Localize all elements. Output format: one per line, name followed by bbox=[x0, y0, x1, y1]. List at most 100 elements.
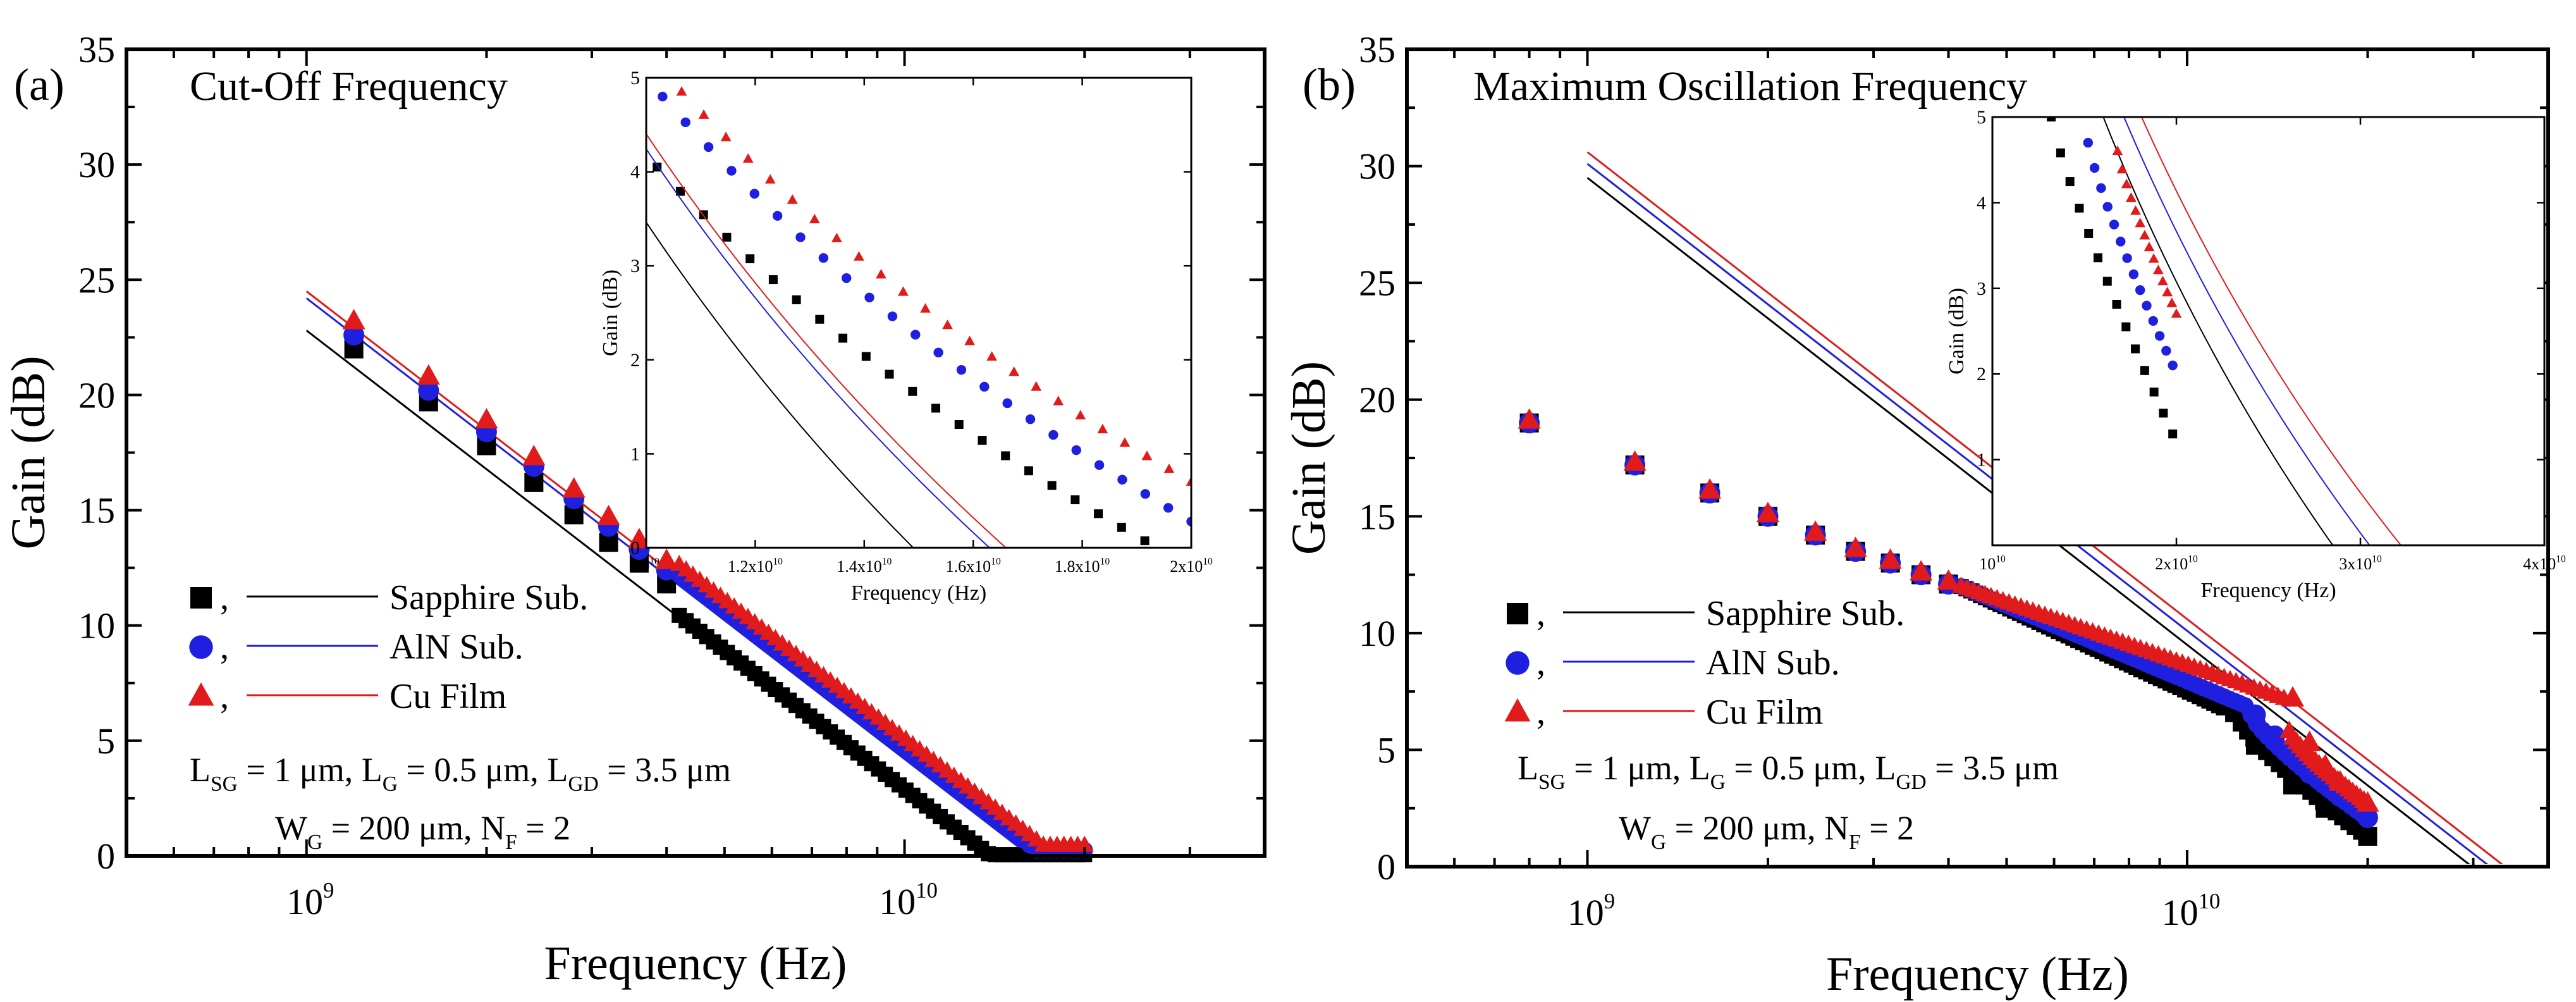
inset-x-tick-label-base: 10 bbox=[2355, 555, 2372, 573]
annotation-width-part-5: = 2 bbox=[1861, 809, 1914, 847]
inset-data-point bbox=[2096, 183, 2106, 194]
legend-label: Sapphire Sub. bbox=[1706, 594, 1904, 633]
y-tick-label: 5 bbox=[1377, 729, 1395, 770]
panel-title: Maximum Oscillation Frequency bbox=[1473, 63, 2027, 109]
data-point bbox=[342, 309, 365, 330]
inset-data-point bbox=[887, 311, 898, 321]
inset-data-point bbox=[1070, 495, 1080, 505]
inset-data-point bbox=[2168, 360, 2178, 371]
x-tick-label-exponent: 10 bbox=[916, 878, 938, 903]
inset-data-point bbox=[2121, 178, 2132, 189]
inset-data-point bbox=[2152, 264, 2164, 275]
inset-data-point bbox=[876, 269, 886, 279]
data-point bbox=[1879, 548, 1902, 569]
inset-x-tick-label: 1.4x1010 bbox=[837, 556, 892, 576]
inset-data-point bbox=[2139, 230, 2150, 240]
legend-marker bbox=[188, 682, 214, 706]
annotation-geometry-part-1: SG bbox=[211, 772, 238, 796]
inset-data-point bbox=[720, 132, 732, 142]
y-tick-label: 20 bbox=[78, 374, 115, 416]
data-point bbox=[1757, 502, 1780, 523]
inset-data-point bbox=[1009, 366, 1020, 376]
annotation-width-part-2: = 200 μm, bbox=[322, 809, 481, 847]
inset-x-tick-label-exponent: 10 bbox=[1996, 554, 2006, 564]
data-point bbox=[1844, 536, 1867, 557]
inset-data-point bbox=[885, 369, 894, 379]
inset-x-tick-label-base: 10 bbox=[1186, 557, 1203, 576]
data-point bbox=[475, 408, 498, 429]
inset-frame bbox=[645, 77, 1193, 549]
legend-label: Sapphire Sub. bbox=[389, 578, 588, 617]
inset-data-point bbox=[931, 404, 940, 413]
inset-x-tick-label-exponent: 10 bbox=[991, 556, 1001, 567]
inset-x-tick-label-mantissa: 1.4x bbox=[837, 557, 866, 576]
x-tick-label-exponent: 10 bbox=[2199, 889, 2221, 913]
y-tick-label: 10 bbox=[78, 605, 115, 646]
inset-data-point bbox=[1140, 536, 1150, 545]
y-tick-label: 15 bbox=[78, 490, 115, 531]
inset-frame bbox=[1991, 116, 2546, 547]
inset-data-point bbox=[1071, 445, 1081, 455]
inset-x-tick-label-exponent: 10 bbox=[1100, 556, 1110, 567]
inset-data-point bbox=[2135, 218, 2146, 228]
inset-data-point bbox=[2149, 387, 2159, 397]
inset-y-tick-label: 3 bbox=[1977, 278, 1986, 299]
inset-data-point bbox=[2131, 344, 2140, 354]
inset-fit-line bbox=[646, 221, 914, 548]
inset-data-point bbox=[742, 153, 754, 163]
inset-x-tick-label: 1.8x1010 bbox=[1055, 556, 1110, 576]
annotation-geometry-part-3: L bbox=[1690, 749, 1710, 787]
inset-data-point bbox=[1031, 381, 1042, 391]
y-tick-label: 0 bbox=[1377, 846, 1395, 888]
y-tick-label: 35 bbox=[1359, 29, 1395, 70]
inset-background bbox=[1992, 117, 2544, 545]
legend: , Sapphire Sub., AlN Sub., Cu Film bbox=[1504, 594, 1904, 732]
inset-data-point bbox=[2109, 220, 2119, 230]
inset-x-tick-label-base: 10 bbox=[1979, 555, 1996, 573]
inset-data-point bbox=[1075, 409, 1086, 420]
inset-data-point bbox=[2065, 177, 2075, 187]
inset-fit-line bbox=[2123, 117, 2371, 545]
annotation-geometry: LSG = 1 μm, LG = 0.5 μm, LGD = 3.5 μm bbox=[1518, 749, 2059, 794]
inset-data-point bbox=[2162, 287, 2173, 297]
annotation-geometry-part-5: = 0.5 μm, bbox=[398, 751, 547, 789]
inset-x-tick-label: 1.6x1010 bbox=[946, 556, 1001, 576]
inset-y-tick-label: 1 bbox=[1977, 450, 1986, 471]
inset-data-point bbox=[676, 86, 687, 96]
x-tick-label-exponent: 9 bbox=[323, 878, 334, 903]
annotation-width-part-5: = 2 bbox=[517, 809, 570, 847]
inset-data-point bbox=[2089, 163, 2100, 173]
inset-data-point bbox=[864, 292, 874, 302]
inset-data-point bbox=[815, 314, 825, 324]
legend-separator: , bbox=[1536, 594, 1545, 633]
data-point bbox=[655, 548, 678, 569]
inset-x-axis-label: Frequency (Hz) bbox=[2200, 579, 2336, 602]
x-tick-label: 1010 bbox=[2162, 889, 2221, 933]
y-tick-label: 0 bbox=[97, 836, 115, 877]
annotation-width-part-1: G bbox=[1651, 831, 1666, 854]
inset-data-point bbox=[2125, 192, 2137, 202]
inset-data-point bbox=[1117, 523, 1126, 532]
legend-marker bbox=[1507, 603, 1528, 624]
inset-data-point bbox=[2083, 137, 2094, 148]
inset-data-point bbox=[658, 92, 668, 102]
inset-fit-line bbox=[646, 133, 1007, 548]
annotation-geometry-part-7: GD bbox=[568, 772, 598, 796]
inset-x-tick-label: 2x1010 bbox=[1170, 556, 1213, 576]
inset-data-point bbox=[956, 364, 967, 375]
annotation-width: WG = 200 μm, NF = 2 bbox=[1619, 809, 1914, 854]
panel-label: (b) bbox=[1303, 59, 1356, 110]
inset-data-point bbox=[920, 303, 931, 313]
annotation-width-part-4: F bbox=[505, 831, 517, 854]
inset-y-tick-label: 2 bbox=[630, 350, 640, 371]
inset-data-point bbox=[964, 335, 975, 345]
inset-x-tick-label-base: 10 bbox=[633, 557, 649, 576]
y-tick-label: 30 bbox=[78, 144, 115, 185]
inset-data-point bbox=[1025, 414, 1036, 424]
inset-x-tick-label-exponent: 10 bbox=[2188, 554, 2198, 564]
inset-data-point bbox=[2161, 345, 2171, 356]
inset-data-point bbox=[698, 109, 709, 119]
